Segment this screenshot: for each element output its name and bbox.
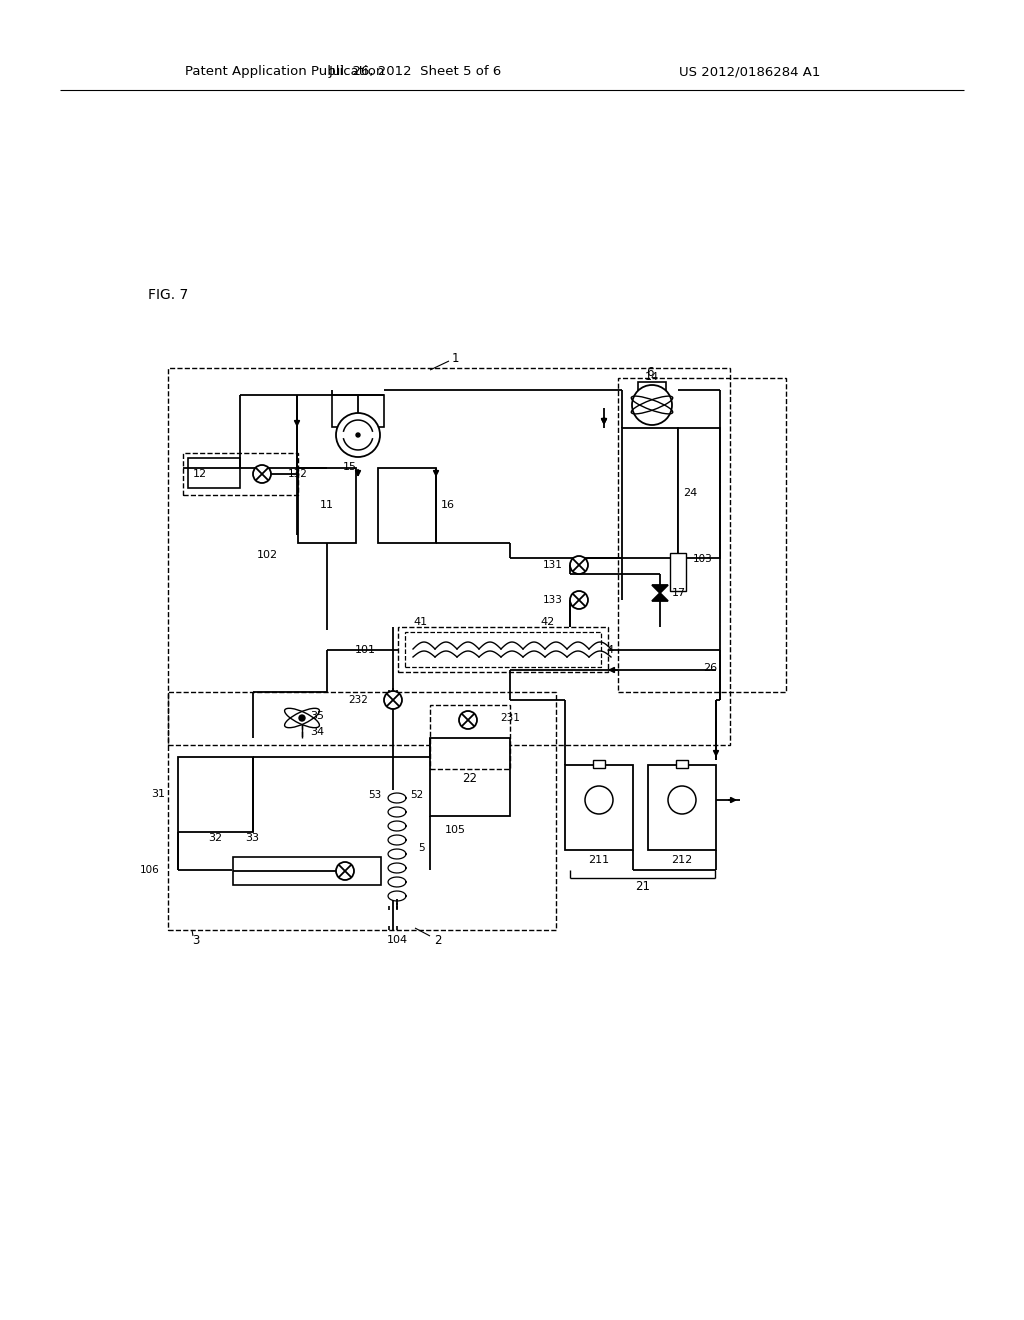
Text: 103: 103: [693, 554, 713, 564]
Bar: [332, 395, 384, 426]
Text: 131: 131: [543, 560, 563, 570]
Bar: [565, 766, 633, 850]
Bar: [188, 458, 240, 488]
Text: 2: 2: [434, 933, 441, 946]
Text: 52: 52: [410, 789, 423, 800]
Bar: [430, 738, 510, 816]
Bar: [593, 760, 605, 768]
Text: 15: 15: [343, 462, 357, 473]
Bar: [648, 766, 716, 850]
Circle shape: [570, 591, 588, 609]
Text: 231: 231: [500, 713, 520, 723]
Bar: [233, 857, 381, 884]
Text: FIG. 7: FIG. 7: [148, 288, 188, 302]
Text: 105: 105: [445, 825, 466, 836]
Text: 5: 5: [418, 843, 425, 853]
Text: 106: 106: [140, 865, 160, 875]
Bar: [638, 381, 666, 400]
Text: 42: 42: [541, 616, 555, 627]
Text: 17: 17: [672, 587, 686, 598]
Polygon shape: [652, 593, 668, 601]
Bar: [430, 705, 510, 770]
Circle shape: [336, 413, 380, 457]
Text: 24: 24: [683, 488, 697, 498]
Circle shape: [253, 465, 271, 483]
Text: 12: 12: [193, 469, 207, 479]
Bar: [168, 368, 730, 744]
Text: 133: 133: [543, 595, 563, 605]
Circle shape: [356, 433, 360, 437]
Text: 33: 33: [245, 833, 259, 843]
Bar: [298, 469, 356, 543]
Text: 232: 232: [348, 696, 368, 705]
Bar: [178, 756, 253, 832]
Text: 132: 132: [288, 469, 308, 479]
Text: 31: 31: [151, 789, 165, 799]
Text: 101: 101: [355, 645, 376, 655]
Bar: [676, 760, 688, 768]
Polygon shape: [652, 585, 668, 593]
Text: 35: 35: [310, 711, 324, 721]
Text: 102: 102: [257, 550, 279, 560]
Text: 34: 34: [310, 727, 325, 737]
Text: 6: 6: [646, 366, 653, 379]
Text: 22: 22: [463, 771, 477, 784]
Text: Patent Application Publication: Patent Application Publication: [185, 66, 384, 78]
Bar: [670, 553, 686, 591]
Text: US 2012/0186284 A1: US 2012/0186284 A1: [679, 66, 820, 78]
Bar: [398, 627, 608, 672]
Bar: [406, 632, 601, 667]
Text: 11: 11: [319, 500, 334, 510]
Circle shape: [336, 862, 354, 880]
Text: 21: 21: [636, 879, 650, 892]
Text: 53: 53: [368, 789, 381, 800]
Circle shape: [299, 715, 305, 721]
Text: 1: 1: [452, 351, 459, 364]
Bar: [168, 692, 556, 931]
Bar: [183, 453, 298, 495]
Text: 211: 211: [589, 855, 609, 865]
Text: 32: 32: [208, 833, 222, 843]
Text: 4: 4: [606, 645, 613, 655]
Bar: [618, 378, 786, 692]
Bar: [678, 428, 720, 558]
Circle shape: [570, 556, 588, 574]
Text: 26: 26: [702, 663, 717, 673]
Circle shape: [459, 711, 477, 729]
Text: 41: 41: [413, 616, 427, 627]
Text: Jul. 26, 2012  Sheet 5 of 6: Jul. 26, 2012 Sheet 5 of 6: [329, 66, 502, 78]
Text: 3: 3: [193, 933, 200, 946]
Bar: [378, 469, 436, 543]
Circle shape: [632, 385, 672, 425]
Text: 212: 212: [672, 855, 692, 865]
Text: 14: 14: [645, 372, 659, 381]
Text: 104: 104: [386, 935, 408, 945]
Circle shape: [384, 690, 402, 709]
Bar: [622, 428, 678, 558]
Text: 16: 16: [441, 500, 455, 510]
